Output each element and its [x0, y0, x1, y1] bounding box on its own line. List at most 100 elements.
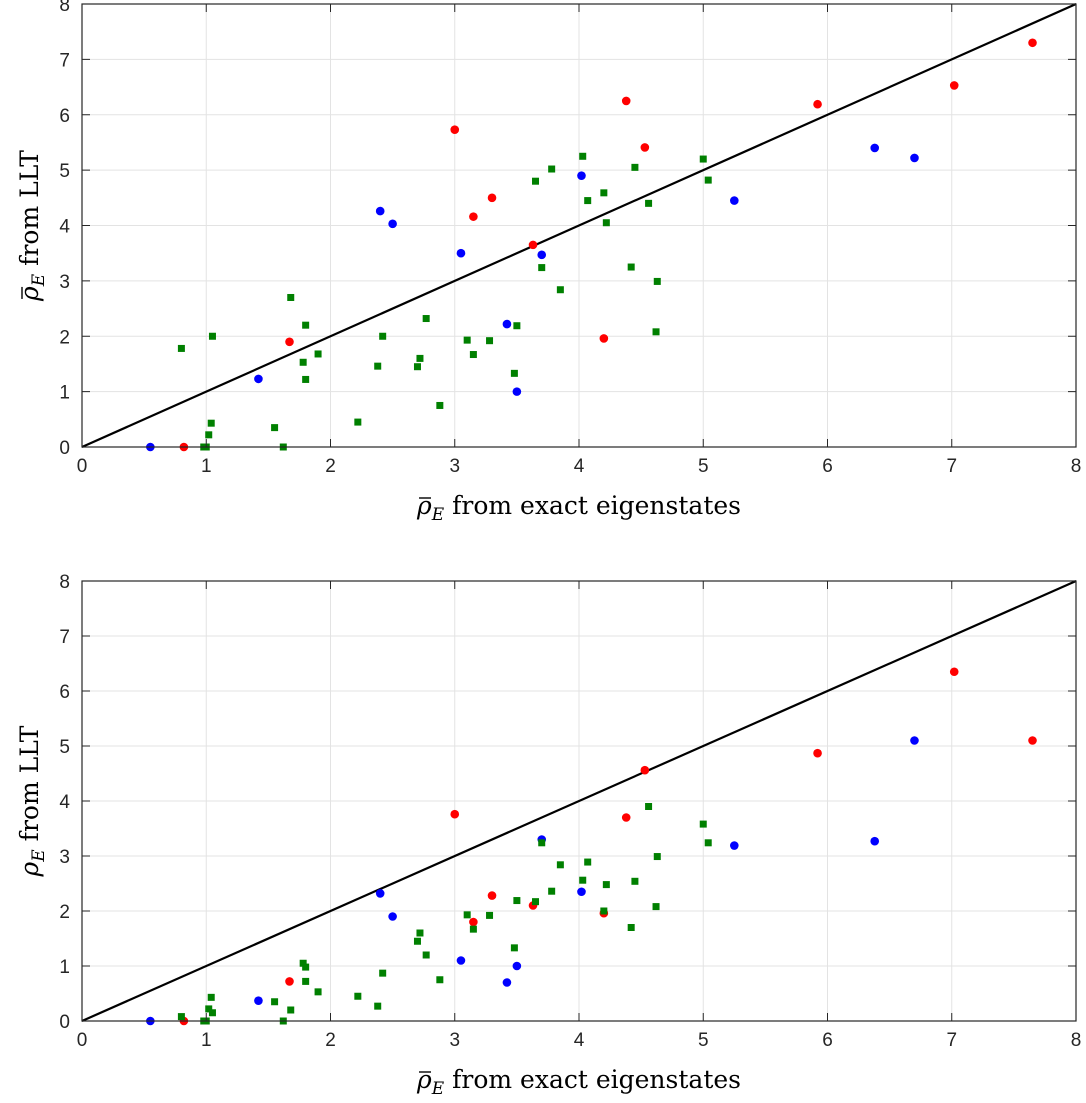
x-tick-label: 1 — [201, 1030, 212, 1051]
data-point-circle — [450, 125, 460, 135]
data-point-square — [436, 976, 444, 984]
data-point-square — [486, 337, 494, 345]
y-tick-label: 3 — [59, 847, 70, 868]
data-point-square — [422, 315, 430, 323]
data-point-circle — [949, 667, 959, 677]
data-point-square — [510, 944, 518, 952]
data-point-circle — [537, 250, 547, 260]
data-point-square — [469, 925, 477, 933]
data-point-square — [645, 803, 653, 810]
data-point-square — [463, 336, 471, 344]
x-axis-label-subscript: E — [431, 505, 445, 525]
data-point-square — [627, 263, 635, 271]
data-point-square — [699, 155, 707, 163]
data-point-square — [631, 877, 639, 885]
y-tick-label: 2 — [59, 327, 70, 348]
data-point-circle — [502, 319, 512, 329]
data-point-circle — [254, 996, 263, 1005]
data-point-circle — [456, 248, 466, 258]
y-tick-label: 5 — [59, 737, 70, 758]
data-point-circle — [487, 193, 497, 203]
y-axis-label: ρEfrom LLT — [15, 725, 49, 877]
x-tick-label: 3 — [449, 1030, 460, 1051]
data-point-square — [645, 199, 653, 207]
data-point-square — [299, 959, 307, 967]
y-axis-label-subscript: E — [29, 273, 49, 287]
x-axis-label: ρE from exact eigenstates — [416, 491, 741, 525]
data-point-square — [177, 344, 185, 352]
data-point-square — [354, 992, 362, 1000]
data-point-square — [207, 419, 215, 427]
data-point-circle — [528, 240, 538, 250]
y-axis-label-text: from LLT — [15, 725, 44, 841]
x-axis-label-symbol: ρ — [416, 491, 432, 520]
data-point-circle — [450, 809, 460, 819]
y-tick-label: 7 — [59, 627, 70, 648]
x-tick-label: 1 — [201, 456, 212, 477]
data-point-square — [413, 937, 421, 945]
data-point-circle — [621, 813, 631, 822]
data-point-square — [584, 858, 592, 866]
x-tick-label: 2 — [325, 456, 336, 477]
data-point-square — [602, 881, 610, 889]
identity-line — [81, 2, 1077, 449]
data-point-square — [579, 876, 587, 884]
x-tick-label: 3 — [449, 456, 460, 477]
data-point-square — [486, 911, 494, 919]
data-point-square — [379, 332, 387, 340]
data-point-square — [354, 418, 362, 426]
data-point-square — [469, 351, 477, 359]
data-point-square — [704, 839, 712, 847]
y-tick-label: 3 — [59, 272, 70, 293]
data-point-square — [579, 152, 587, 160]
data-point-square — [600, 189, 608, 197]
data-point-square — [538, 839, 546, 847]
y-tick-label: 1 — [59, 957, 70, 978]
data-point-square — [205, 431, 213, 439]
x-tick-label: 4 — [574, 1030, 585, 1051]
data-point-circle — [375, 206, 385, 216]
data-point-square — [205, 1005, 213, 1013]
x-tick-label: 6 — [822, 456, 833, 477]
data-point-square — [314, 988, 322, 996]
data-point-square — [600, 907, 608, 915]
data-point-circle — [469, 212, 478, 221]
x-tick-label: 6 — [822, 1030, 833, 1051]
data-point-square — [548, 165, 556, 173]
y-axis-label-text: from LLT — [15, 150, 44, 266]
data-point-square — [314, 350, 322, 358]
y-tick-label: 4 — [59, 217, 70, 238]
data-point-circle — [502, 978, 512, 987]
data-point-square — [287, 293, 295, 301]
data-point-square — [207, 993, 215, 1001]
y-axis-label-subscript: E — [29, 849, 49, 863]
data-point-circle — [621, 96, 631, 106]
data-point-square — [556, 286, 564, 294]
data-point-square — [652, 328, 660, 336]
data-point-circle — [375, 889, 385, 898]
y-tick-label: 7 — [59, 50, 70, 71]
identity-line — [81, 579, 1077, 1023]
x-axis-label-subscript: E — [431, 1079, 445, 1099]
data-point-square — [548, 887, 556, 895]
data-point-square — [653, 277, 661, 285]
data-point-square — [556, 861, 564, 869]
data-point-square — [463, 911, 471, 919]
data-point-circle — [456, 956, 466, 965]
data-point-square — [271, 998, 279, 1006]
data-point-circle — [813, 748, 822, 758]
data-point-circle — [640, 143, 650, 152]
data-point-square — [416, 929, 424, 937]
x-tick-label: 4 — [574, 456, 585, 477]
data-point-square — [631, 163, 639, 171]
x-axis-label-text: from exact eigenstates — [452, 491, 741, 520]
data-point-square — [208, 1009, 216, 1017]
data-point-circle — [730, 196, 739, 205]
data-point-circle — [910, 153, 919, 163]
y-axis-label: ρEfrom LLT — [15, 150, 49, 302]
x-tick-label: 8 — [1071, 456, 1082, 477]
data-point-circle — [254, 374, 263, 384]
y-tick-label: 5 — [59, 161, 70, 182]
